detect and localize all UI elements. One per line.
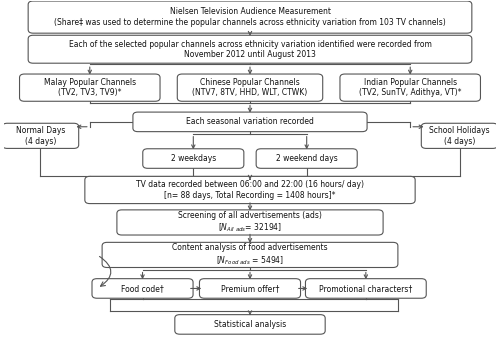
FancyBboxPatch shape bbox=[133, 112, 367, 132]
Text: Each of the selected popular channels across ethnicity variation identified were: Each of the selected popular channels ac… bbox=[68, 39, 432, 59]
FancyBboxPatch shape bbox=[85, 176, 415, 203]
Text: TV data recorded between 06:00 and 22:00 (16 hours/ day)
[n= 88 days, Total Reco: TV data recorded between 06:00 and 22:00… bbox=[136, 180, 364, 200]
Text: Normal Days
(4 days): Normal Days (4 days) bbox=[16, 126, 65, 145]
FancyBboxPatch shape bbox=[102, 243, 398, 268]
FancyBboxPatch shape bbox=[20, 74, 160, 101]
Text: Indian Popular Channels
(TV2, SunTV, Adithya, VT)*: Indian Popular Channels (TV2, SunTV, Adi… bbox=[359, 78, 462, 98]
FancyBboxPatch shape bbox=[178, 74, 322, 101]
FancyBboxPatch shape bbox=[28, 1, 472, 33]
FancyBboxPatch shape bbox=[306, 279, 426, 298]
FancyBboxPatch shape bbox=[422, 123, 498, 149]
FancyBboxPatch shape bbox=[143, 149, 244, 168]
Text: Content analysis of food advertisements
[$N_{Food\ ads}$ = 5494]: Content analysis of food advertisements … bbox=[172, 243, 328, 266]
Text: 2 weekdays: 2 weekdays bbox=[170, 154, 216, 163]
Text: Statistical analysis: Statistical analysis bbox=[214, 320, 286, 329]
FancyBboxPatch shape bbox=[340, 74, 480, 101]
FancyBboxPatch shape bbox=[92, 279, 193, 298]
Text: Premium offer†: Premium offer† bbox=[221, 284, 279, 293]
Text: Chinese Popular Channels
(NTV7, 8TV, HHD, WLT, CTWK): Chinese Popular Channels (NTV7, 8TV, HHD… bbox=[192, 78, 308, 98]
Text: 2 weekend days: 2 weekend days bbox=[276, 154, 338, 163]
FancyArrowPatch shape bbox=[100, 257, 111, 286]
Text: Screening of all advertisements (ads)
[$N_{All\ ads}$= 32194]: Screening of all advertisements (ads) [$… bbox=[178, 211, 322, 234]
Text: Each seasonal variation recorded: Each seasonal variation recorded bbox=[186, 117, 314, 126]
Text: School Holidays
(4 days): School Holidays (4 days) bbox=[429, 126, 490, 145]
FancyBboxPatch shape bbox=[117, 210, 383, 235]
Text: Malay Popular Channels
(TV2, TV3, TV9)*: Malay Popular Channels (TV2, TV3, TV9)* bbox=[44, 78, 136, 98]
FancyBboxPatch shape bbox=[175, 315, 325, 334]
Text: Promotional characters†: Promotional characters† bbox=[319, 284, 412, 293]
FancyBboxPatch shape bbox=[28, 35, 472, 63]
FancyBboxPatch shape bbox=[256, 149, 357, 168]
FancyBboxPatch shape bbox=[200, 279, 300, 298]
Text: Food code†: Food code† bbox=[121, 284, 164, 293]
FancyBboxPatch shape bbox=[2, 123, 78, 149]
Text: Nielsen Television Audience Measurement
(Share‡ was used to determine the popula: Nielsen Television Audience Measurement … bbox=[54, 7, 446, 27]
